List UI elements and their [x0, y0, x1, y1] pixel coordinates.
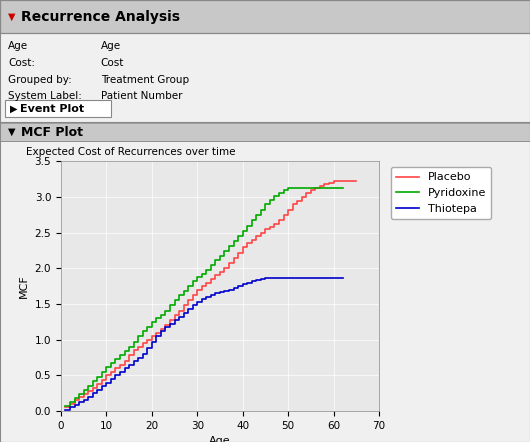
Text: MCF Plot: MCF Plot: [21, 126, 83, 139]
Text: Treatment Group: Treatment Group: [101, 75, 189, 84]
Thiotepa: [226, 287, 232, 293]
Pyridoxine: [117, 353, 123, 358]
Pyridoxine: [208, 262, 214, 267]
Thiotepa: [63, 407, 69, 412]
Text: Expected Cost of Recurrences over time: Expected Cost of Recurrences over time: [26, 148, 236, 157]
Line: Pyridoxine: Pyridoxine: [66, 188, 342, 406]
Text: ▼: ▼: [8, 127, 15, 137]
Text: Patient Number: Patient Number: [101, 91, 182, 101]
Pyridoxine: [226, 243, 232, 248]
Text: Grouped by:: Grouped by:: [8, 75, 72, 84]
Text: Cost:: Cost:: [8, 58, 35, 68]
Pyridoxine: [126, 344, 132, 350]
Line: Placebo: Placebo: [66, 181, 356, 408]
Thiotepa: [303, 275, 310, 280]
Pyridoxine: [285, 186, 292, 191]
Pyridoxine: [158, 312, 164, 317]
Thiotepa: [208, 292, 214, 297]
Line: Thiotepa: Thiotepa: [66, 278, 342, 410]
Placebo: [222, 266, 228, 271]
Pyridoxine: [303, 186, 310, 191]
Thiotepa: [126, 362, 132, 367]
Placebo: [353, 179, 359, 184]
Placebo: [249, 237, 255, 243]
Text: System Label:: System Label:: [8, 91, 82, 101]
Text: Event Plot: Event Plot: [20, 104, 84, 114]
Pyridoxine: [339, 186, 346, 191]
Text: Age: Age: [8, 42, 28, 51]
Thiotepa: [271, 275, 278, 280]
Text: Recurrence Analysis: Recurrence Analysis: [21, 10, 180, 24]
Legend: Placebo, Pyridoxine, Thiotepa: Placebo, Pyridoxine, Thiotepa: [391, 167, 491, 219]
Placebo: [330, 179, 337, 184]
Y-axis label: MCF: MCF: [19, 274, 29, 298]
Text: Age: Age: [101, 42, 121, 51]
Placebo: [180, 303, 187, 308]
Thiotepa: [339, 275, 346, 280]
Thiotepa: [117, 369, 123, 374]
Text: ▶: ▶: [10, 104, 17, 114]
X-axis label: Age: Age: [209, 436, 231, 442]
Thiotepa: [158, 328, 164, 334]
Placebo: [99, 378, 105, 383]
Pyridoxine: [63, 404, 69, 409]
Text: Cost: Cost: [101, 58, 124, 68]
Placebo: [244, 241, 250, 246]
Placebo: [63, 405, 69, 410]
Text: ▼: ▼: [8, 12, 15, 22]
Placebo: [203, 280, 209, 285]
